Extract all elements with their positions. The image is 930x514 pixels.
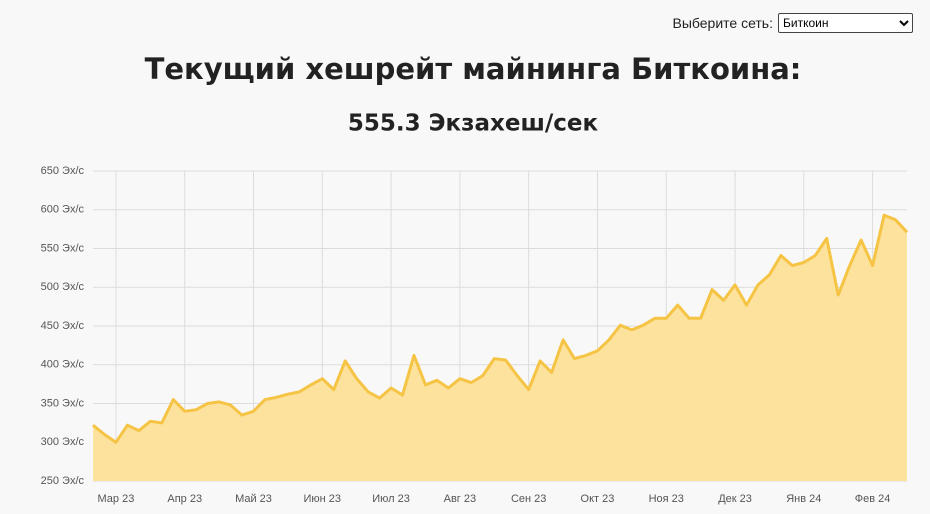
network-picker: Выберите сеть: Биткоин: [672, 13, 913, 33]
y-tick-label: 650 Эх/с: [41, 165, 85, 177]
y-tick-label: 250 Эх/с: [41, 475, 85, 487]
y-tick-label: 550 Эх/с: [41, 242, 85, 254]
x-tick-label: Июн 23: [304, 493, 342, 505]
x-tick-label: Май 23: [235, 493, 272, 505]
x-tick-label: Янв 24: [786, 493, 821, 505]
y-tick-label: 450 Эх/с: [41, 320, 85, 332]
y-tick-label: 350 Эх/с: [41, 397, 85, 409]
y-tick-label: 600 Эх/с: [41, 204, 85, 216]
network-select[interactable]: Биткоин: [778, 13, 913, 33]
chart-subtitle: 555.3 Экзахеш/сек: [348, 111, 599, 137]
area: [93, 215, 907, 481]
x-tick-label: Ноя 23: [649, 493, 684, 505]
y-tick-label: 500 Эх/с: [41, 281, 85, 293]
line: [92, 213, 909, 444]
x-tick-label: Апр 23: [167, 493, 202, 505]
x-tick-label: Окт 23: [581, 493, 615, 505]
y-tick-label: 400 Эх/с: [41, 359, 85, 371]
x-tick-label: Мар 23: [98, 493, 135, 505]
chart-title: Текущий хешрейт майнинга Биткоина:: [145, 52, 802, 86]
x-tick-label: Фев 24: [855, 493, 891, 505]
x-tick-label: Авг 23: [444, 493, 476, 505]
x-tick-label: Июл 23: [372, 493, 410, 505]
network-label: Выберите сеть:: [672, 15, 773, 31]
x-tick-label: Дек 23: [718, 493, 752, 505]
y-tick-label: 300 Эх/с: [41, 436, 85, 448]
x-tick-label: Сен 23: [511, 493, 546, 505]
